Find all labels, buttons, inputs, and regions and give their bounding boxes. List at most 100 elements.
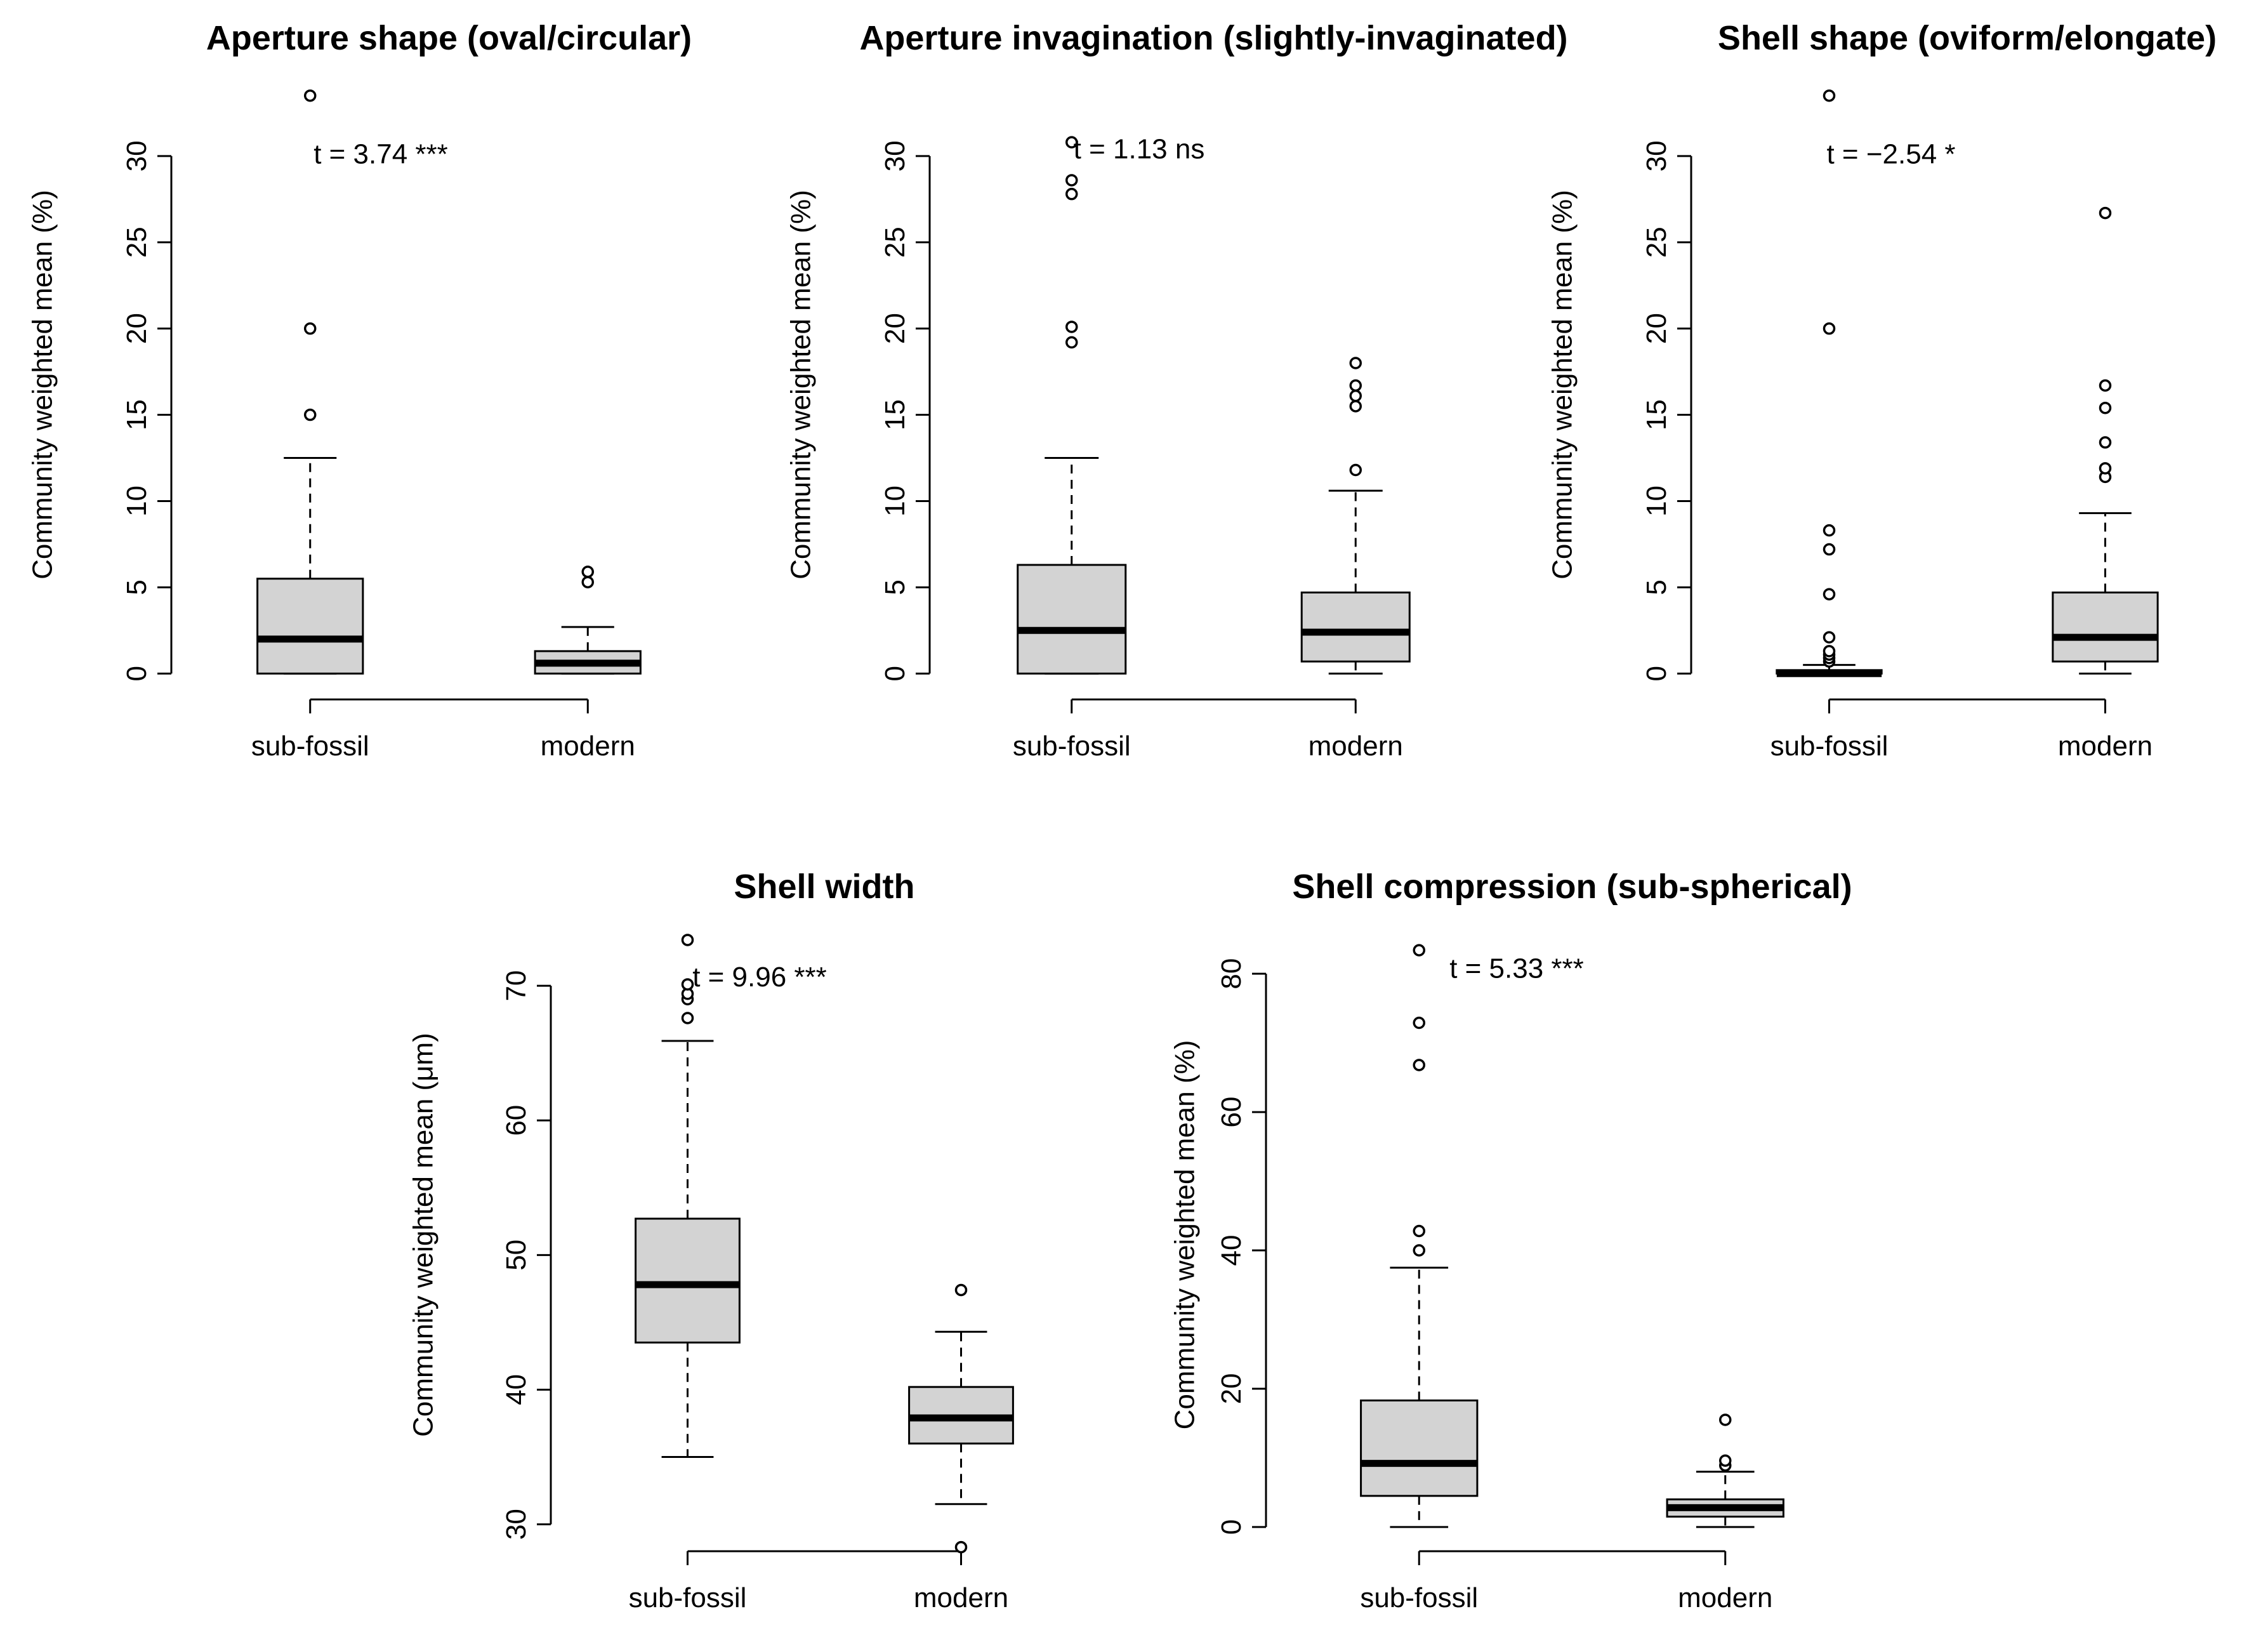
y-tick-label: 5 [121, 579, 152, 595]
y-tick-label: 30 [1641, 140, 1672, 171]
outlier-point [1349, 379, 1362, 392]
outlier-point [581, 576, 594, 588]
outlier-point [2099, 379, 2112, 392]
stat-annotation: t = 1.13 ns [1074, 133, 1205, 164]
x-tick-label: sub-fossil [1770, 731, 1889, 762]
outlier-point [1413, 944, 1425, 957]
outlier-point [1823, 89, 1836, 102]
panel-title: Shell width [734, 868, 914, 906]
stat-annotation: t = 3.74 *** [313, 139, 448, 170]
y-axis-label: Community weighted mean (%) [786, 190, 817, 579]
y-tick-label: 20 [880, 313, 911, 344]
y-tick-label: 15 [1641, 399, 1672, 430]
outlier-point [681, 1012, 694, 1024]
stat-annotation: t = 5.33 *** [1449, 953, 1584, 984]
outlier-point [1349, 463, 1362, 477]
y-tick-label: 60 [501, 1105, 532, 1136]
outlier-point [1413, 1244, 1425, 1257]
x-tick-label: modern [541, 731, 635, 762]
outlier-point [1413, 1059, 1425, 1071]
boxplot-panel-2: Aperture invagination (slightly-invagina… [786, 19, 1568, 762]
outlier-point [304, 322, 317, 335]
y-tick-label: 10 [1641, 486, 1672, 517]
y-tick-label: 30 [121, 140, 152, 171]
outlier-point [954, 1540, 968, 1554]
box-1 [256, 89, 364, 675]
y-tick-label: 0 [1216, 1519, 1247, 1535]
x-tick-label: modern [914, 1582, 1008, 1613]
box-1 [1017, 136, 1127, 675]
panel-title: Aperture shape (oval/circular) [206, 19, 692, 57]
y-tick-label: 20 [1216, 1373, 1247, 1404]
box-2 [1666, 1413, 1784, 1528]
stat-annotation: t = 9.96 *** [692, 962, 827, 993]
box-1 [635, 934, 741, 1459]
iqr-box [1360, 1399, 1479, 1497]
y-tick-label: 15 [880, 399, 911, 430]
x-tick-label: modern [1678, 1582, 1772, 1613]
box-2 [2052, 206, 2159, 675]
iqr-box [1300, 591, 1411, 663]
y-tick-label: 40 [501, 1374, 532, 1405]
panel-title: Shell shape (oviform/elongate) [1718, 19, 2217, 57]
outlier-point [1823, 524, 1836, 537]
outlier-point [1823, 322, 1836, 335]
outlier-point [954, 1283, 968, 1297]
outlier-point [2099, 436, 2112, 449]
y-tick-label: 60 [1216, 1097, 1247, 1128]
stat-annotation: t = −2.54 * [1826, 139, 1955, 170]
x-tick-label: modern [1309, 731, 1403, 762]
outlier-point [1719, 1454, 1732, 1467]
y-tick-label: 0 [121, 666, 152, 681]
box-1 [1360, 944, 1479, 1528]
outlier-point [1823, 543, 1836, 556]
outlier-point [2099, 206, 2112, 220]
outlier-point [1349, 389, 1362, 402]
x-tick-label: sub-fossil [1013, 731, 1131, 762]
y-tick-label: 30 [501, 1509, 532, 1540]
y-axis-label: Community weighted mean (%) [27, 190, 58, 579]
y-tick-label: 40 [1216, 1235, 1247, 1266]
panel-title: Shell compression (sub-spherical) [1292, 868, 1852, 906]
x-tick-label: modern [2058, 731, 2153, 762]
box-2 [908, 1283, 1014, 1554]
y-tick-label: 10 [880, 486, 911, 517]
y-tick-label: 0 [880, 666, 911, 681]
y-tick-label: 25 [121, 227, 152, 258]
y-axis-label: Community weighted mean (μm) [408, 1033, 439, 1437]
box-2 [534, 566, 642, 675]
y-tick-label: 15 [121, 399, 152, 430]
y-axis-label: Community weighted mean (%) [1170, 1040, 1201, 1430]
y-axis-label: Community weighted mean (%) [1547, 190, 1578, 579]
outlier-point [681, 934, 694, 946]
boxplot-panel-4: Shell width 30 40 50 60 70 Community weighted … [408, 868, 1014, 1613]
y-tick-label: 20 [121, 313, 152, 344]
outlier-point [1719, 1413, 1732, 1426]
y-tick-label: 80 [1216, 958, 1247, 990]
outlier-point [1349, 357, 1362, 369]
y-tick-label: 5 [1641, 579, 1672, 595]
outlier-point [1823, 588, 1836, 600]
outlier-point [1823, 645, 1836, 658]
iqr-box [635, 1217, 741, 1344]
iqr-box [2052, 591, 2159, 663]
y-tick-label: 25 [1641, 227, 1672, 258]
y-tick-label: 70 [501, 970, 532, 1002]
y-tick-label: 30 [880, 140, 911, 171]
outlier-point [1065, 336, 1078, 349]
outlier-point [681, 978, 694, 991]
outlier-point [1413, 1224, 1425, 1238]
x-tick-label: sub-fossil [1360, 1582, 1478, 1613]
iqr-box [1017, 564, 1127, 675]
outlier-point [581, 566, 594, 578]
box-2 [1300, 357, 1411, 675]
outlier-point [1065, 136, 1078, 149]
box-1 [1776, 89, 1883, 677]
iqr-box [256, 578, 364, 675]
y-tick-label: 20 [1641, 313, 1672, 344]
outlier-point [2099, 462, 2112, 475]
outlier-point [1065, 174, 1078, 187]
outlier-point [304, 89, 317, 102]
y-tick-label: 50 [501, 1240, 532, 1271]
